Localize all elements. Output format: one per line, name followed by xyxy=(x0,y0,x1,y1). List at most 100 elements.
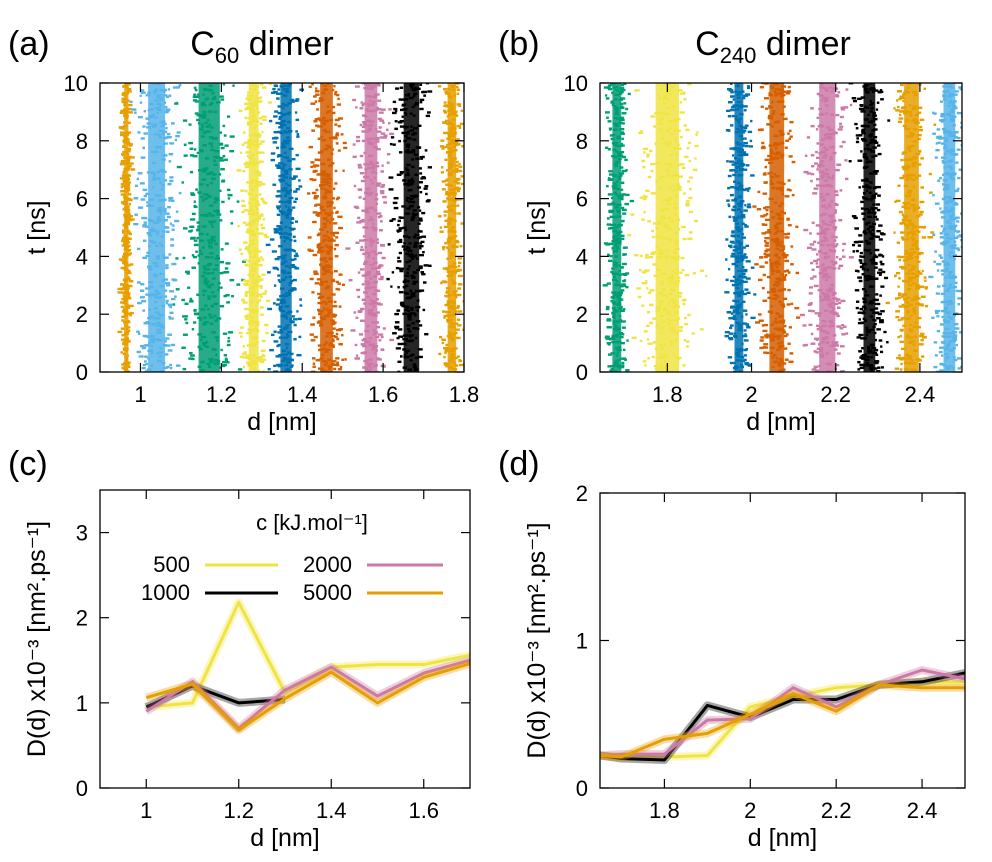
scatter-point xyxy=(140,283,145,286)
scatter-point xyxy=(397,219,401,223)
scatter-point xyxy=(815,253,819,256)
scatter-point xyxy=(400,301,405,304)
scatter-point xyxy=(133,222,139,226)
scatter-point xyxy=(879,260,883,264)
scatter-point xyxy=(241,199,245,203)
scatter-point xyxy=(144,335,148,338)
scatter-point xyxy=(143,322,148,325)
scatter-point xyxy=(122,139,126,143)
scatter-point xyxy=(746,85,751,88)
scatter-point xyxy=(742,168,748,171)
scatter-point xyxy=(241,299,245,302)
scatter-point xyxy=(273,340,279,343)
scatter-point xyxy=(730,305,735,308)
scatter-point xyxy=(877,194,881,197)
scatter-point xyxy=(277,164,281,168)
scatter-point xyxy=(398,267,404,270)
scatter-point xyxy=(745,277,751,280)
scatter-point xyxy=(445,183,450,186)
scatter-point xyxy=(761,145,766,149)
scatter-point xyxy=(127,212,131,215)
scatter-point xyxy=(812,192,818,195)
scatter-point xyxy=(267,307,273,311)
scatter-point xyxy=(809,243,815,246)
scatter-point xyxy=(437,85,442,88)
scatter-point xyxy=(261,353,265,357)
scatter-point xyxy=(419,253,424,257)
scatter-point xyxy=(740,236,746,239)
scatter-point xyxy=(787,224,792,227)
scatter-point xyxy=(314,204,318,207)
scatter-point xyxy=(338,226,344,230)
scatter-band-b-3 xyxy=(752,83,801,372)
scatter-point xyxy=(176,86,181,89)
scatter-point xyxy=(456,182,461,185)
scatter-point xyxy=(687,180,691,183)
scatter-point xyxy=(620,88,626,92)
scatter-point xyxy=(331,315,336,318)
scatter-point xyxy=(844,177,849,181)
scatter-point xyxy=(120,201,125,204)
scatter-point xyxy=(397,286,400,289)
scatter-point xyxy=(744,124,749,127)
scatter-point xyxy=(120,301,125,304)
scatter-point xyxy=(379,119,385,122)
scatter-point xyxy=(169,142,175,145)
scatter-point xyxy=(259,96,263,99)
scatter-point xyxy=(424,149,428,152)
scatter-point xyxy=(260,295,263,299)
scatter-point xyxy=(439,226,443,229)
scatter-point xyxy=(763,214,767,217)
scatter-point xyxy=(356,135,360,139)
scatter-point xyxy=(128,198,133,202)
scatter-point xyxy=(289,98,295,102)
scatter-point xyxy=(313,335,318,339)
scatter-point xyxy=(398,139,402,143)
scatter-point xyxy=(120,185,123,189)
scatter-point xyxy=(788,360,794,363)
scatter-point xyxy=(295,220,298,223)
scatter-point xyxy=(789,352,794,355)
scatter-point xyxy=(683,98,687,101)
scatter-point xyxy=(245,223,250,227)
scatter-point xyxy=(399,216,405,219)
scatter-point xyxy=(240,252,244,256)
scatter-point xyxy=(619,335,624,339)
scatter-point xyxy=(264,289,268,293)
scatter-point xyxy=(361,344,368,348)
scatter-point xyxy=(120,190,126,193)
scatter-point xyxy=(606,282,611,285)
scatter-point xyxy=(813,365,819,369)
scatter-point xyxy=(395,87,400,90)
scatter-point xyxy=(263,233,268,237)
x-tick-label: 1.6 xyxy=(368,382,399,407)
scatter-point xyxy=(354,85,360,88)
scatter-point xyxy=(219,95,224,98)
scatter-point xyxy=(834,261,838,265)
scatter-point xyxy=(339,365,343,369)
scatter-point xyxy=(425,192,428,196)
scatter-point xyxy=(316,108,319,111)
scatter-point xyxy=(456,318,461,321)
scatter-point xyxy=(843,106,849,109)
scatter-point xyxy=(640,130,643,133)
scatter-point xyxy=(438,215,442,218)
scatter-point xyxy=(456,204,460,207)
scatter-point xyxy=(191,266,196,269)
scatter-point xyxy=(141,366,146,370)
scatter-point xyxy=(638,269,642,272)
scatter-point xyxy=(457,324,462,327)
scatter-point xyxy=(245,97,251,100)
scatter-point xyxy=(291,177,295,181)
y-tick-label: 2 xyxy=(76,302,88,327)
y-axis-label: t [ns] xyxy=(23,200,51,254)
scatter-point xyxy=(197,93,200,96)
scatter-point xyxy=(314,118,320,121)
scatter-point xyxy=(813,187,819,190)
scatter-point xyxy=(642,165,646,169)
scatter-point xyxy=(169,179,174,183)
scatter-point xyxy=(692,271,696,275)
scatter-point xyxy=(181,346,186,349)
scatter-point xyxy=(745,313,748,316)
scatter-point xyxy=(418,209,422,212)
